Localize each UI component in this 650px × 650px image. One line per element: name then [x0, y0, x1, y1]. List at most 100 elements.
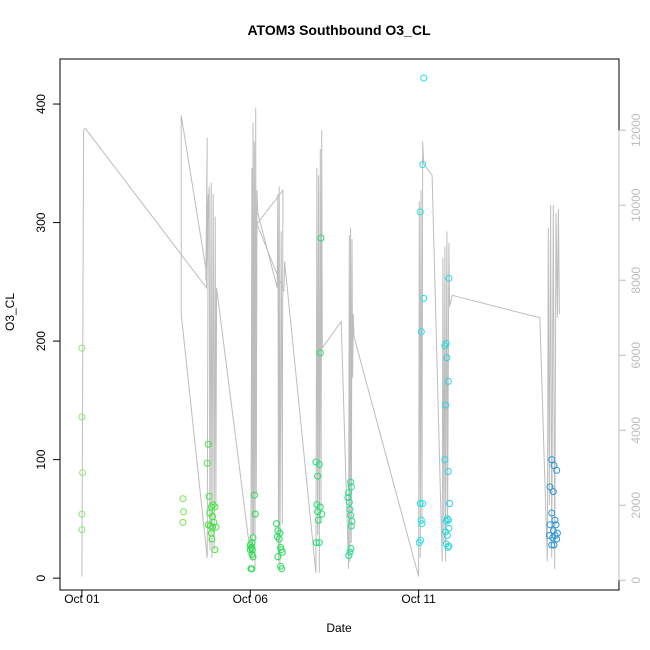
data-point	[345, 498, 353, 506]
data-point	[345, 552, 353, 560]
data-point	[179, 495, 187, 503]
data-point	[441, 456, 449, 464]
data-point	[419, 161, 427, 168]
data-point	[312, 539, 320, 547]
data-point	[315, 539, 323, 547]
data-point	[275, 535, 283, 543]
data-point	[552, 521, 560, 529]
data-point	[249, 534, 257, 542]
data-point	[420, 74, 428, 82]
y-tick-label: 0	[34, 574, 48, 581]
data-point	[445, 274, 453, 282]
data-point	[246, 546, 254, 554]
data-point	[548, 509, 556, 517]
data-point	[278, 565, 286, 573]
y2-tick-label: 10000	[629, 188, 643, 222]
data-point	[551, 516, 559, 524]
data-point	[78, 526, 86, 534]
data-point	[314, 472, 322, 480]
data-point	[273, 520, 280, 528]
y2-tick-label: 2000	[629, 492, 643, 519]
y-tick-label: 300	[34, 212, 48, 232]
data-point	[249, 553, 257, 561]
data-point	[203, 459, 211, 467]
data-point	[553, 466, 561, 474]
data-point	[420, 294, 428, 302]
series-point-layer	[78, 74, 561, 573]
x-tick-label: Oct 01	[64, 592, 100, 606]
data-point	[416, 500, 424, 507]
data-point	[273, 533, 281, 541]
data-point	[204, 440, 212, 448]
data-point	[444, 468, 452, 475]
x-tick-label: Oct 06	[233, 592, 269, 606]
data-point	[179, 518, 187, 526]
data-point	[207, 529, 215, 537]
chart-title: ATOM3 Southbound O3_CL	[247, 22, 430, 38]
data-point	[180, 508, 188, 516]
data-point	[78, 413, 86, 421]
data-point	[549, 534, 557, 542]
data-point	[445, 524, 453, 532]
x-axis-label: Date	[326, 621, 352, 635]
y2-tick-label: 0	[629, 577, 643, 584]
data-point	[314, 508, 322, 516]
series-line-layer	[81, 107, 560, 577]
data-point	[416, 208, 424, 216]
y2-tick-label: 12000	[629, 113, 643, 147]
data-point	[79, 469, 87, 477]
x-tick-label: Oct 11	[401, 592, 436, 606]
data-point	[250, 491, 258, 499]
data-point	[548, 541, 556, 549]
data-point	[347, 478, 355, 486]
data-point	[314, 516, 322, 524]
data-point	[344, 494, 352, 501]
y-tick-label: 200	[34, 331, 48, 351]
data-point	[441, 342, 449, 350]
data-point	[415, 539, 423, 547]
data-point	[211, 503, 219, 511]
data-point	[419, 500, 427, 507]
data-point	[212, 523, 220, 531]
data-point	[418, 520, 426, 528]
y-tick-label: 400	[34, 94, 48, 114]
y-axis-label: O3_CL	[3, 293, 17, 331]
data-point	[346, 548, 354, 556]
data-point	[553, 535, 561, 543]
data-point	[205, 492, 213, 500]
data-point	[274, 553, 282, 561]
data-point	[248, 546, 256, 554]
y2-tick-label: 8000	[629, 267, 643, 294]
data-point	[316, 349, 324, 357]
data-point	[442, 528, 450, 536]
data-point	[417, 516, 425, 524]
data-point	[444, 543, 452, 551]
data-point	[348, 517, 356, 525]
data-point	[251, 510, 259, 518]
data-point	[442, 401, 450, 409]
data-point	[318, 510, 326, 518]
data-point	[446, 500, 454, 507]
data-point	[445, 542, 453, 550]
y2-tick-label: 6000	[629, 342, 643, 369]
data-point	[78, 510, 86, 518]
series-line	[81, 107, 560, 577]
data-point	[444, 377, 452, 385]
data-point	[443, 532, 451, 539]
data-point	[548, 456, 556, 464]
y-tick-label: 100	[34, 449, 48, 469]
data-point	[442, 517, 450, 525]
data-point	[443, 354, 451, 362]
data-point	[546, 483, 554, 491]
data-point	[317, 234, 325, 242]
data-point	[551, 532, 559, 539]
data-point	[345, 489, 353, 497]
data-point	[550, 541, 558, 549]
data-point	[248, 565, 256, 573]
data-point	[347, 522, 355, 530]
data-point	[78, 344, 86, 352]
data-point	[417, 328, 425, 336]
data-point	[208, 535, 216, 543]
data-point	[211, 546, 219, 554]
